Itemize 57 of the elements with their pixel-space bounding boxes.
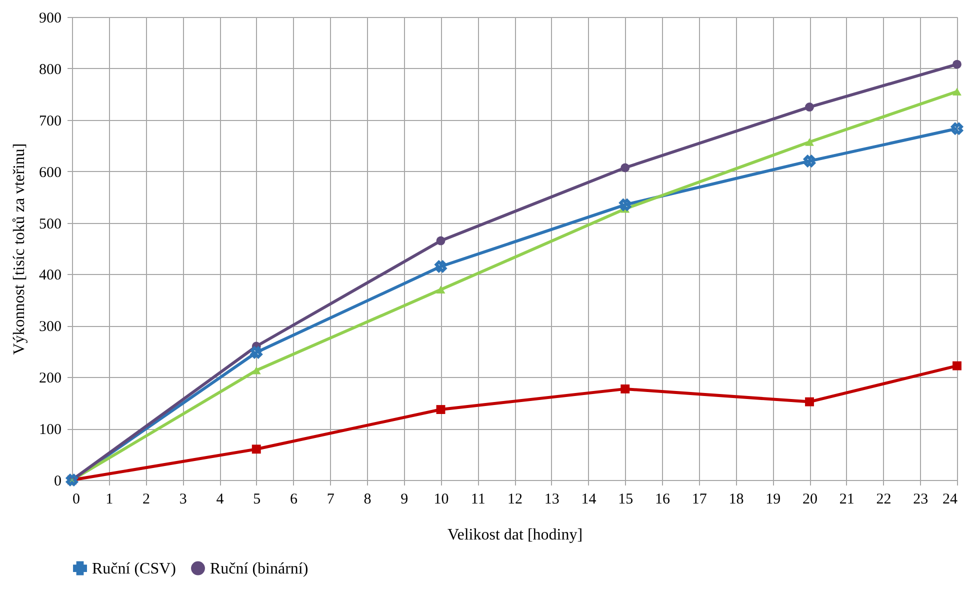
point: [804, 155, 816, 167]
x-tick-label: 18: [728, 492, 744, 508]
x-tick-label: 16: [655, 492, 670, 508]
x-tick-label: 3: [179, 492, 187, 508]
point: [952, 60, 962, 69]
point: [434, 260, 447, 272]
point: [952, 361, 962, 370]
point: [252, 444, 261, 454]
y-tick-label: 500: [39, 216, 62, 232]
y-axis-title: Výkonnost [tisíc toků za vteřinu]: [11, 143, 28, 355]
point: [619, 198, 632, 211]
legend-label: Ruční (CSV): [92, 560, 176, 578]
point: [250, 346, 262, 358]
point: [805, 138, 814, 146]
x-tick-label: 10: [434, 492, 449, 508]
y-tick-label: 600: [39, 164, 62, 181]
x-tick-label: 2: [142, 492, 150, 508]
y-tick-label: 900: [39, 10, 62, 26]
point: [436, 236, 446, 246]
point: [805, 102, 814, 112]
point: [620, 384, 630, 394]
x-tick-label: 1: [106, 492, 114, 508]
point: [620, 163, 630, 172]
x-tick-label: 8: [364, 492, 372, 508]
x-axis-title: Velikost dat [hodiny]: [447, 526, 583, 544]
y-tick-label: 200: [39, 370, 62, 387]
x-tick-label: 5: [253, 492, 261, 508]
point: [805, 397, 814, 406]
x-tick-label: 14: [581, 492, 597, 508]
x-tick-label: 22: [876, 492, 892, 508]
point: [436, 405, 446, 414]
x-tick-label: 4: [216, 492, 224, 508]
x-tick-label: 23: [913, 492, 928, 508]
x-tick-label: 17: [692, 492, 708, 508]
y-tick-label: 700: [39, 113, 62, 130]
x-tick-label: 15: [618, 492, 634, 508]
x-tick-label: 13: [544, 492, 560, 508]
point: [951, 122, 963, 135]
legend-label: Ruční (binární): [210, 560, 308, 578]
point: [252, 366, 261, 374]
x-tick-label: 7: [326, 492, 335, 508]
x-tick-label: 9: [400, 492, 408, 508]
y-tick-label: 0: [54, 474, 62, 490]
point: [436, 286, 446, 294]
x-tick-label: 12: [508, 492, 522, 508]
x-tick-label: 0: [72, 492, 80, 508]
y-tick-label: 300: [39, 319, 62, 336]
y-tick-label: 100: [39, 422, 62, 438]
x-tick-label: 20: [802, 492, 818, 508]
x-tick-label: 6: [290, 492, 298, 508]
point: [952, 88, 962, 96]
y-tick-label: 800: [39, 62, 62, 78]
x-tick-label: 19: [766, 492, 781, 508]
x-tick-label: 11: [470, 492, 486, 508]
x-tick-label: 24: [942, 492, 958, 508]
y-tick-label: 400: [39, 268, 62, 284]
x-tick-label: 21: [839, 492, 854, 508]
